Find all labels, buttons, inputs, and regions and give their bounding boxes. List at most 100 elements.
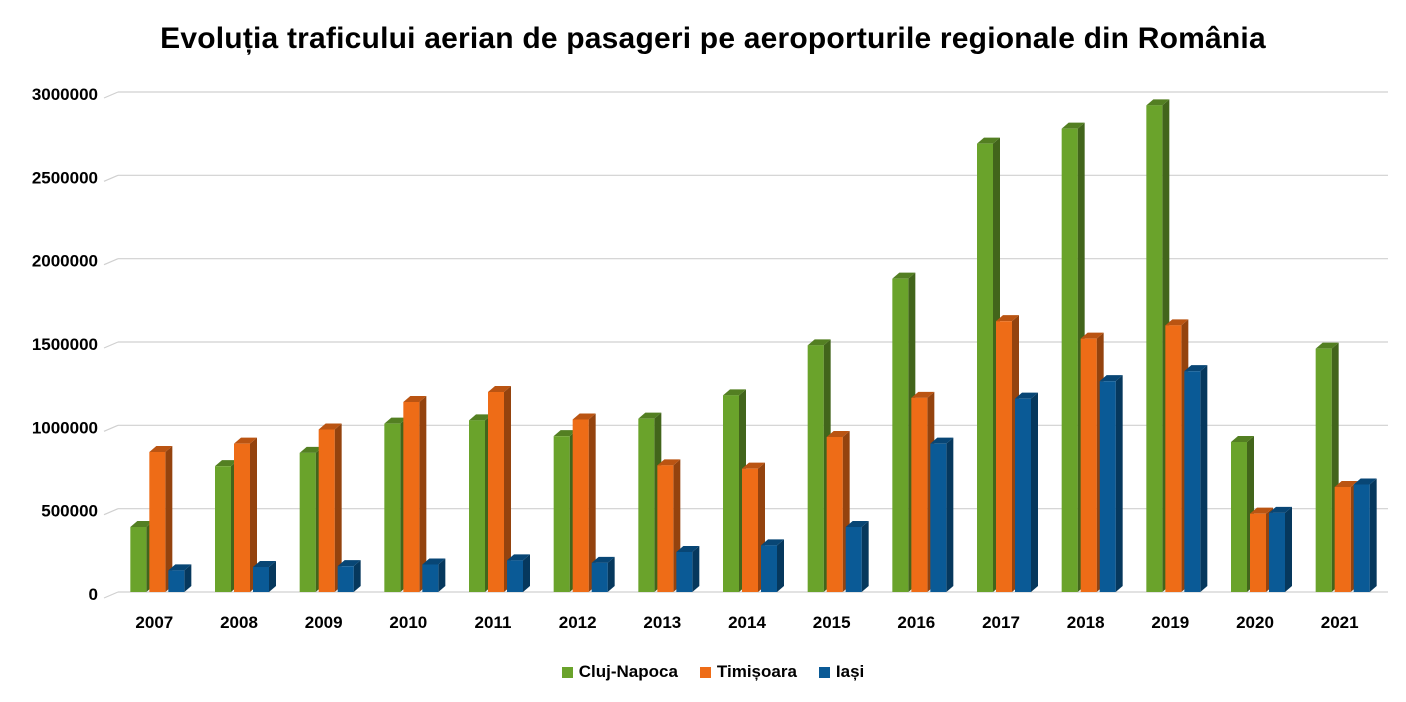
bar-side — [353, 560, 361, 592]
bar-front — [1334, 487, 1351, 592]
x-tick-label: 2013 — [643, 613, 681, 632]
bar-front — [234, 443, 250, 592]
y-tick-label: 500000 — [41, 502, 98, 521]
bar-top — [215, 460, 238, 467]
bar-top — [234, 437, 257, 444]
bar-side — [184, 564, 192, 592]
bar-top — [807, 339, 831, 346]
bar-side — [777, 539, 784, 592]
x-tick-label: 2008 — [220, 613, 258, 632]
bar-Iași-2007 — [168, 564, 192, 592]
bar-front — [892, 278, 909, 592]
bar-top — [384, 417, 408, 424]
bar-top — [488, 386, 511, 392]
bar-Iași-2012 — [591, 556, 615, 592]
bar-top — [638, 412, 662, 419]
bar-front — [215, 466, 231, 592]
x-tick-label: 2011 — [475, 613, 512, 632]
legend-label: Timișoara — [716, 662, 797, 681]
bar-top — [761, 539, 784, 546]
bar-side — [1285, 506, 1292, 592]
bar-top — [657, 459, 681, 466]
x-tick-label: 2020 — [1236, 613, 1274, 632]
bar-front — [911, 397, 928, 592]
bar-top — [996, 315, 1019, 322]
bar-front — [977, 143, 993, 592]
x-axis-ticks: 2007 2008 2009 2010 2011 2012 2013 2014 2015 2016… — [135, 613, 1358, 632]
bar-top — [1165, 319, 1189, 326]
bar-Timișoara-2010 — [403, 396, 427, 592]
bar-Iași-2011 — [507, 554, 530, 592]
bar-front — [1146, 105, 1163, 592]
bar-side — [1031, 392, 1038, 592]
bar-Timișoara-2007 — [149, 446, 173, 592]
bar-top — [1231, 436, 1254, 442]
bar-front — [723, 395, 739, 592]
bar-Timișoara-2009 — [318, 423, 342, 592]
x-tick-label: 2021 — [1321, 613, 1359, 632]
bar-front — [130, 527, 147, 592]
y-tick-label: 1000000 — [32, 418, 98, 437]
bar-Iași-2008 — [253, 561, 276, 592]
legend-label: Iași — [835, 662, 865, 681]
x-tick-label: 2017 — [982, 613, 1020, 632]
bar-side — [269, 561, 276, 592]
bar-top — [553, 430, 577, 437]
legend-swatch — [699, 666, 711, 678]
bar-top — [318, 423, 342, 430]
legend-item: Cluj-Napoca — [561, 662, 678, 682]
bar-top — [1099, 375, 1123, 382]
bar-Iași-2009 — [337, 560, 361, 592]
chart-title: Evoluția traficului aerian de pasageri p… — [160, 22, 1266, 55]
bar-top — [1250, 507, 1273, 514]
bar-top — [977, 137, 1000, 144]
y-axis-ticks: 0 500000 1000000 1500000 2000000 2500000 30000… — [32, 85, 98, 604]
gridline-depth — [103, 91, 119, 99]
bar-top — [1061, 122, 1085, 129]
bar-Iași-2010 — [422, 558, 446, 592]
bar-top — [826, 431, 850, 437]
bar-front — [676, 552, 693, 592]
x-tick-label: 2014 — [728, 613, 766, 632]
gridline-depth — [103, 258, 119, 266]
bar-Iași-2018 — [1099, 375, 1123, 592]
bar-top — [253, 561, 276, 567]
bar-side — [419, 396, 427, 592]
y-tick-label: 2000000 — [32, 252, 98, 271]
bar-side — [334, 423, 342, 592]
bar-top — [911, 391, 935, 398]
bar-top — [299, 446, 323, 453]
bar-side — [861, 521, 869, 592]
bar-top — [676, 546, 700, 552]
bar-Iași-2013 — [676, 546, 700, 592]
bar-front — [930, 443, 947, 592]
bar-top — [507, 554, 530, 561]
x-tick-label: 2018 — [1067, 613, 1105, 632]
bar-top — [469, 414, 492, 421]
bar-front — [403, 402, 420, 592]
bar-front — [1080, 338, 1097, 592]
bar-side — [1369, 478, 1377, 592]
bar-Iași-2014 — [761, 539, 784, 592]
bar-Iași-2019 — [1184, 365, 1208, 592]
gridline-depth — [103, 508, 119, 516]
x-tick-label: 2012 — [559, 613, 597, 632]
bar-top — [742, 462, 765, 469]
bar-top — [337, 560, 361, 567]
legend-item: Iași — [818, 662, 865, 682]
y-tick-label: 0 — [89, 585, 98, 604]
gridline-depth — [103, 591, 119, 599]
x-tick-label: 2009 — [305, 613, 343, 632]
bar-front — [1015, 398, 1031, 592]
bar-front — [168, 570, 185, 592]
bar-top — [130, 521, 154, 527]
bar-Timișoara-2015 — [826, 431, 850, 592]
bar-front — [996, 321, 1012, 592]
bar-Timișoara-2008 — [234, 437, 257, 592]
bar-top — [1334, 481, 1358, 487]
bar-top — [168, 564, 192, 571]
bar-front — [845, 527, 862, 592]
bar-front — [1099, 381, 1116, 592]
bar-front — [1315, 348, 1332, 592]
